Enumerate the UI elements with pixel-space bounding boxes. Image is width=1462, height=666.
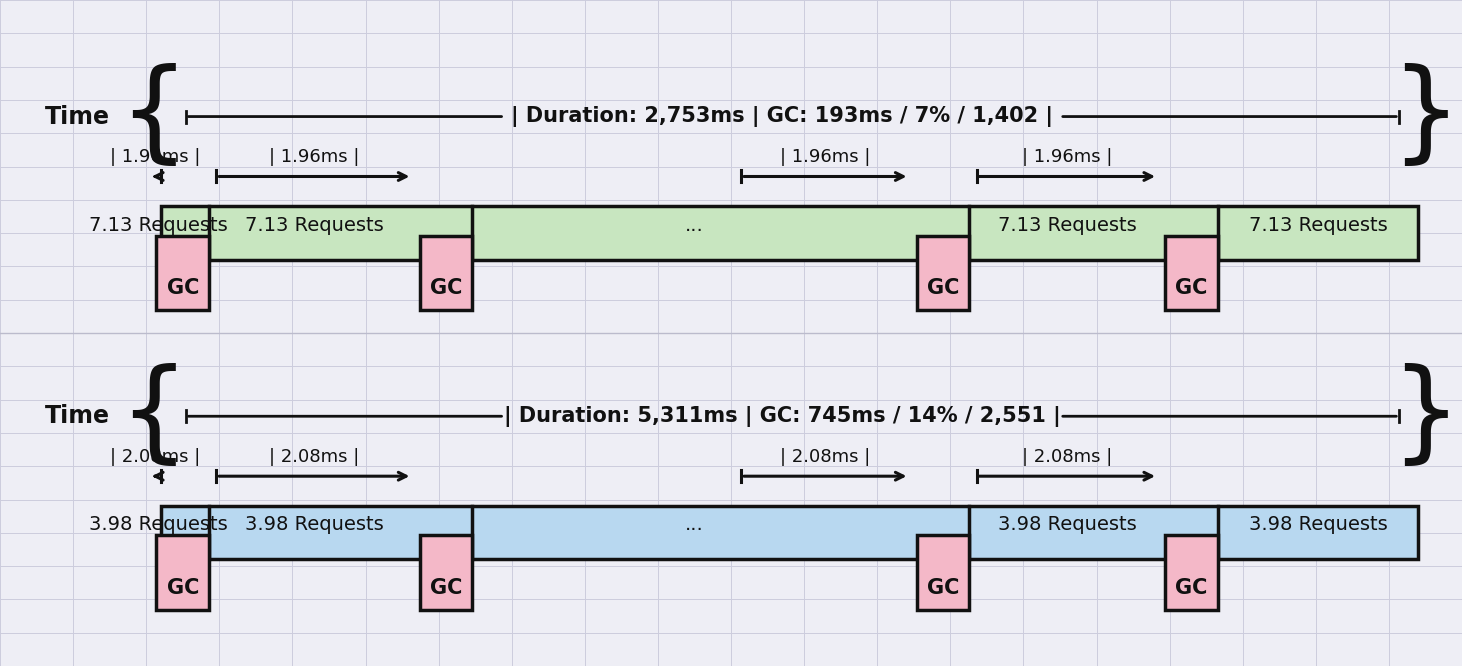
Bar: [917, 535, 969, 610]
Text: | 2.08ms |: | 2.08ms |: [1022, 448, 1113, 466]
Text: | 2.08ms |: | 2.08ms |: [781, 448, 870, 466]
Text: | Duration: 5,311ms | GC: 745ms / 14% / 2,551 |: | Duration: 5,311ms | GC: 745ms / 14% / …: [504, 406, 1060, 427]
Text: Time: Time: [45, 105, 110, 129]
Text: GC: GC: [1175, 577, 1208, 597]
Bar: [156, 535, 209, 610]
Text: Time: Time: [45, 404, 110, 428]
Text: GC: GC: [167, 577, 199, 597]
Text: GC: GC: [430, 577, 462, 597]
Text: }: }: [1390, 63, 1461, 170]
Bar: [917, 236, 969, 310]
Text: | 1.96ms |: | 1.96ms |: [110, 149, 200, 166]
Bar: [420, 236, 472, 310]
Text: 7.13 Requests: 7.13 Requests: [89, 216, 228, 234]
Text: }: }: [1390, 363, 1461, 470]
Bar: [420, 535, 472, 610]
Text: 7.13 Requests: 7.13 Requests: [999, 216, 1136, 234]
Text: | 1.96ms |: | 1.96ms |: [1022, 149, 1113, 166]
Text: {: {: [118, 63, 189, 170]
Text: 3.98 Requests: 3.98 Requests: [999, 515, 1136, 534]
Text: ...: ...: [686, 515, 703, 534]
Bar: [161, 506, 1418, 559]
Text: GC: GC: [927, 577, 959, 597]
Text: | Duration: 2,753ms | GC: 193ms / 7% / 1,402 |: | Duration: 2,753ms | GC: 193ms / 7% / 1…: [512, 106, 1053, 127]
Bar: [1165, 236, 1218, 310]
Text: | 1.96ms |: | 1.96ms |: [781, 149, 870, 166]
Text: {: {: [118, 363, 189, 470]
Text: | 2.08ms |: | 2.08ms |: [110, 448, 200, 466]
Text: 7.13 Requests: 7.13 Requests: [1249, 216, 1387, 234]
Text: | 1.96ms |: | 1.96ms |: [269, 149, 360, 166]
Text: GC: GC: [1175, 278, 1208, 298]
Text: ...: ...: [686, 216, 703, 234]
Text: GC: GC: [430, 278, 462, 298]
Bar: [161, 206, 1418, 260]
Text: | 2.08ms |: | 2.08ms |: [269, 448, 360, 466]
Text: 3.98 Requests: 3.98 Requests: [1249, 515, 1387, 534]
Text: GC: GC: [167, 278, 199, 298]
Text: GC: GC: [927, 278, 959, 298]
Bar: [1165, 535, 1218, 610]
Text: 7.13 Requests: 7.13 Requests: [246, 216, 383, 234]
Text: 3.98 Requests: 3.98 Requests: [89, 515, 228, 534]
Bar: [156, 236, 209, 310]
Text: 3.98 Requests: 3.98 Requests: [246, 515, 383, 534]
